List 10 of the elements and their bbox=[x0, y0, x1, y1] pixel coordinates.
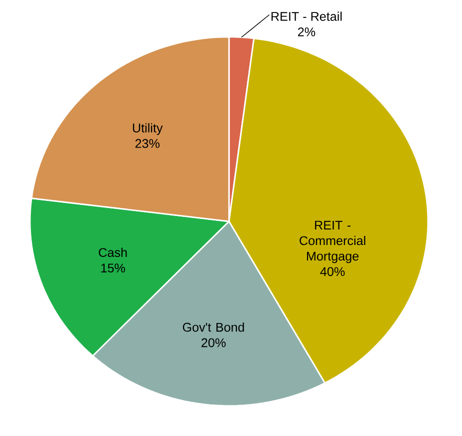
slice-label: Cash bbox=[98, 248, 127, 258]
data-label: 15% bbox=[101, 264, 126, 272]
slice-label: Gov't Bond bbox=[182, 322, 244, 332]
data-label: 23% bbox=[135, 139, 160, 148]
slice-label: REIT - Commercial Mortgage bbox=[300, 220, 366, 264]
slice-label: Utility bbox=[132, 123, 163, 135]
slice-label: REIT - Retail bbox=[272, 12, 342, 21]
data-label: 2% bbox=[298, 27, 316, 36]
data-label: 40% bbox=[320, 267, 345, 276]
data-label: 20% bbox=[202, 338, 226, 348]
